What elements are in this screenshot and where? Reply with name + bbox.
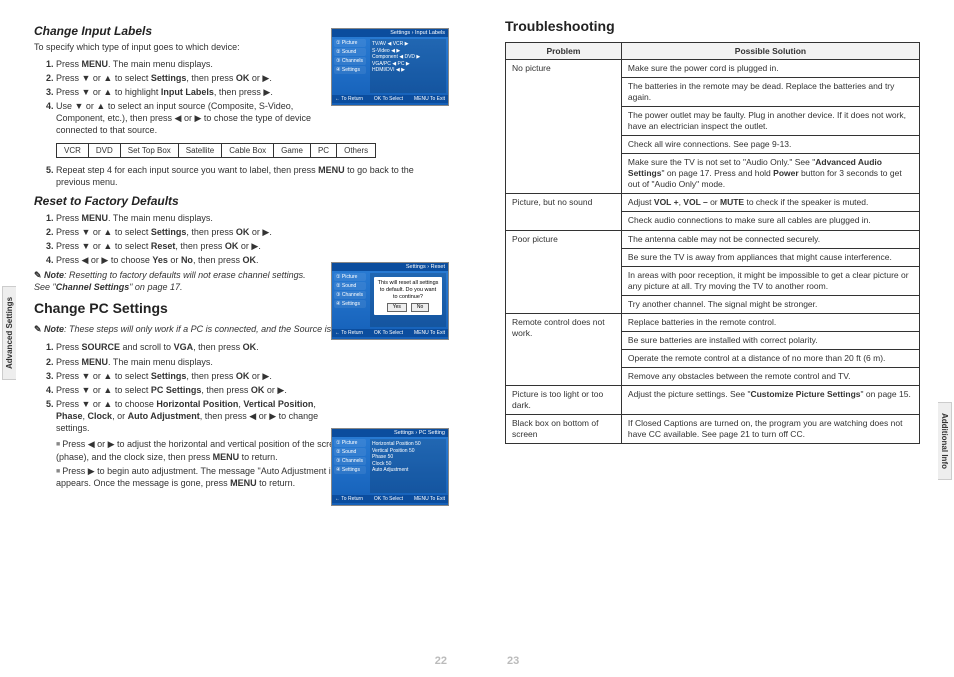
step: Press ▼ or ▲ to select PC Settings, then… [56, 384, 324, 396]
input-type-cell: Satellite [178, 143, 221, 157]
input-labels-table: VCRDVDSet Top BoxSatelliteCable BoxGameP… [56, 143, 376, 158]
solution-cell: Adjust VOL +, VOL – or MUTE to check if … [621, 194, 919, 212]
solution-cell: Operate the remote control at a distance… [621, 349, 919, 367]
page-left: Advanced Settings Change Input Labels To… [0, 0, 477, 677]
section1-step5-list: Repeat step 4 for each input source you … [56, 164, 449, 188]
solution-cell: The power outlet may be faulty. Plug in … [621, 107, 919, 136]
step: Press ▼ or ▲ to highlight Input Labels, … [56, 86, 324, 98]
input-type-cell: VCR [57, 143, 89, 157]
page-right: Additional Info Troubleshooting Problem … [477, 0, 954, 677]
table-row: Remote control does not work.Replace bat… [506, 313, 920, 331]
section2-body: Press MENU. The main menu displays. Press… [34, 212, 324, 294]
solution-cell: In areas with poor reception, it might b… [621, 266, 919, 295]
table-row: Black box on bottom of screenIf Closed C… [506, 415, 920, 444]
table-row: Picture is too light or too dark.Adjust … [506, 385, 920, 414]
problem-cell: Poor picture [506, 230, 622, 313]
page-number-left: 22 [435, 655, 447, 667]
solution-cell: Be sure the TV is away from appliances t… [621, 248, 919, 266]
section2-note: Note: Resetting to factory defaults will… [34, 270, 324, 293]
problem-cell: Picture is too light or too dark. [506, 385, 622, 414]
solution-cell: Make sure the TV is not set to "Audio On… [621, 154, 919, 194]
solution-cell: Make sure the power cord is plugged in. [621, 60, 919, 78]
section3-body: Press SOURCE and scroll to VGA, then pre… [34, 341, 324, 434]
section2-steps: Press MENU. The main menu displays. Press… [56, 212, 324, 267]
input-type-cell: Game [274, 143, 311, 157]
th-solution: Possible Solution [621, 43, 919, 60]
solution-cell: Remove any obstacles between the remote … [621, 367, 919, 385]
step: Press ▼ or ▲ to select Reset, then press… [56, 240, 324, 252]
solution-cell: Replace batteries in the remote control. [621, 313, 919, 331]
section1-steps: Press MENU. The main menu displays. Press… [56, 58, 324, 137]
input-type-cell: Others [337, 143, 376, 157]
screenshot-pc-settings: Settings › PC Setting ① Picture② Sound③ … [331, 428, 449, 506]
table-row: Picture, but no soundAdjust VOL +, VOL –… [506, 194, 920, 212]
input-type-cell: Set Top Box [120, 143, 178, 157]
step: Use ▼ or ▲ to select an input source (Co… [56, 100, 324, 136]
input-type-cell: DVD [88, 143, 120, 157]
problem-cell: Remote control does not work. [506, 313, 622, 385]
input-type-cell: PC [310, 143, 336, 157]
step: Press ▼ or ▲ to choose Horizontal Positi… [56, 398, 324, 434]
step: Press MENU. The main menu displays. [56, 356, 324, 368]
solution-cell: Try another channel. The signal might be… [621, 295, 919, 313]
step: Press ▼ or ▲ to select Settings, then pr… [56, 72, 324, 84]
screenshot-input-labels: Settings › Input Labels ① Picture② Sound… [331, 28, 449, 106]
solution-cell: Be sure batteries are installed with cor… [621, 331, 919, 349]
table-row: No pictureMake sure the power cord is pl… [506, 60, 920, 78]
section1-intro: To specify which type of input goes to w… [34, 42, 324, 54]
side-tab-additional-info: Additional Info [938, 402, 952, 480]
solution-cell: Check audio connections to make sure all… [621, 212, 919, 230]
solution-cell: Adjust the picture settings. See "Custom… [621, 385, 919, 414]
side-tab-advanced-settings: Advanced Settings [2, 286, 16, 380]
solution-cell: The batteries in the remote may be dead.… [621, 78, 919, 107]
step: Press MENU. The main menu displays. [56, 212, 324, 224]
solution-cell: The antenna cable may not be connected s… [621, 230, 919, 248]
step: Press ▼ or ▲ to select Settings, then pr… [56, 226, 324, 238]
troubleshooting-table: Problem Possible Solution No pictureMake… [505, 42, 920, 444]
section1-body: To specify which type of input goes to w… [34, 42, 324, 137]
step: Press MENU. The main menu displays. [56, 58, 324, 70]
heading-troubleshooting: Troubleshooting [505, 18, 920, 34]
screenshot-reset: Settings › Reset ① Picture② Sound③ Chann… [331, 262, 449, 340]
heading-reset-factory: Reset to Factory Defaults [34, 194, 449, 208]
input-type-cell: Cable Box [222, 143, 274, 157]
section1-step5: Repeat step 4 for each input source you … [56, 164, 449, 188]
problem-cell: Black box on bottom of screen [506, 415, 622, 444]
solution-cell: Check all wire connections. See page 9-1… [621, 136, 919, 154]
step: Press ◀ or ▶ to choose Yes or No, then p… [56, 254, 324, 266]
th-problem: Problem [506, 43, 622, 60]
page-number-right: 23 [507, 655, 519, 667]
step: Press SOURCE and scroll to VGA, then pre… [56, 341, 324, 353]
table-row: Poor pictureThe antenna cable may not be… [506, 230, 920, 248]
step: Press ▼ or ▲ to select Settings, then pr… [56, 370, 324, 382]
problem-cell: No picture [506, 60, 622, 194]
section3-steps: Press SOURCE and scroll to VGA, then pre… [56, 341, 324, 434]
solution-cell: If Closed Captions are turned on, the pr… [621, 415, 919, 444]
problem-cell: Picture, but no sound [506, 194, 622, 230]
